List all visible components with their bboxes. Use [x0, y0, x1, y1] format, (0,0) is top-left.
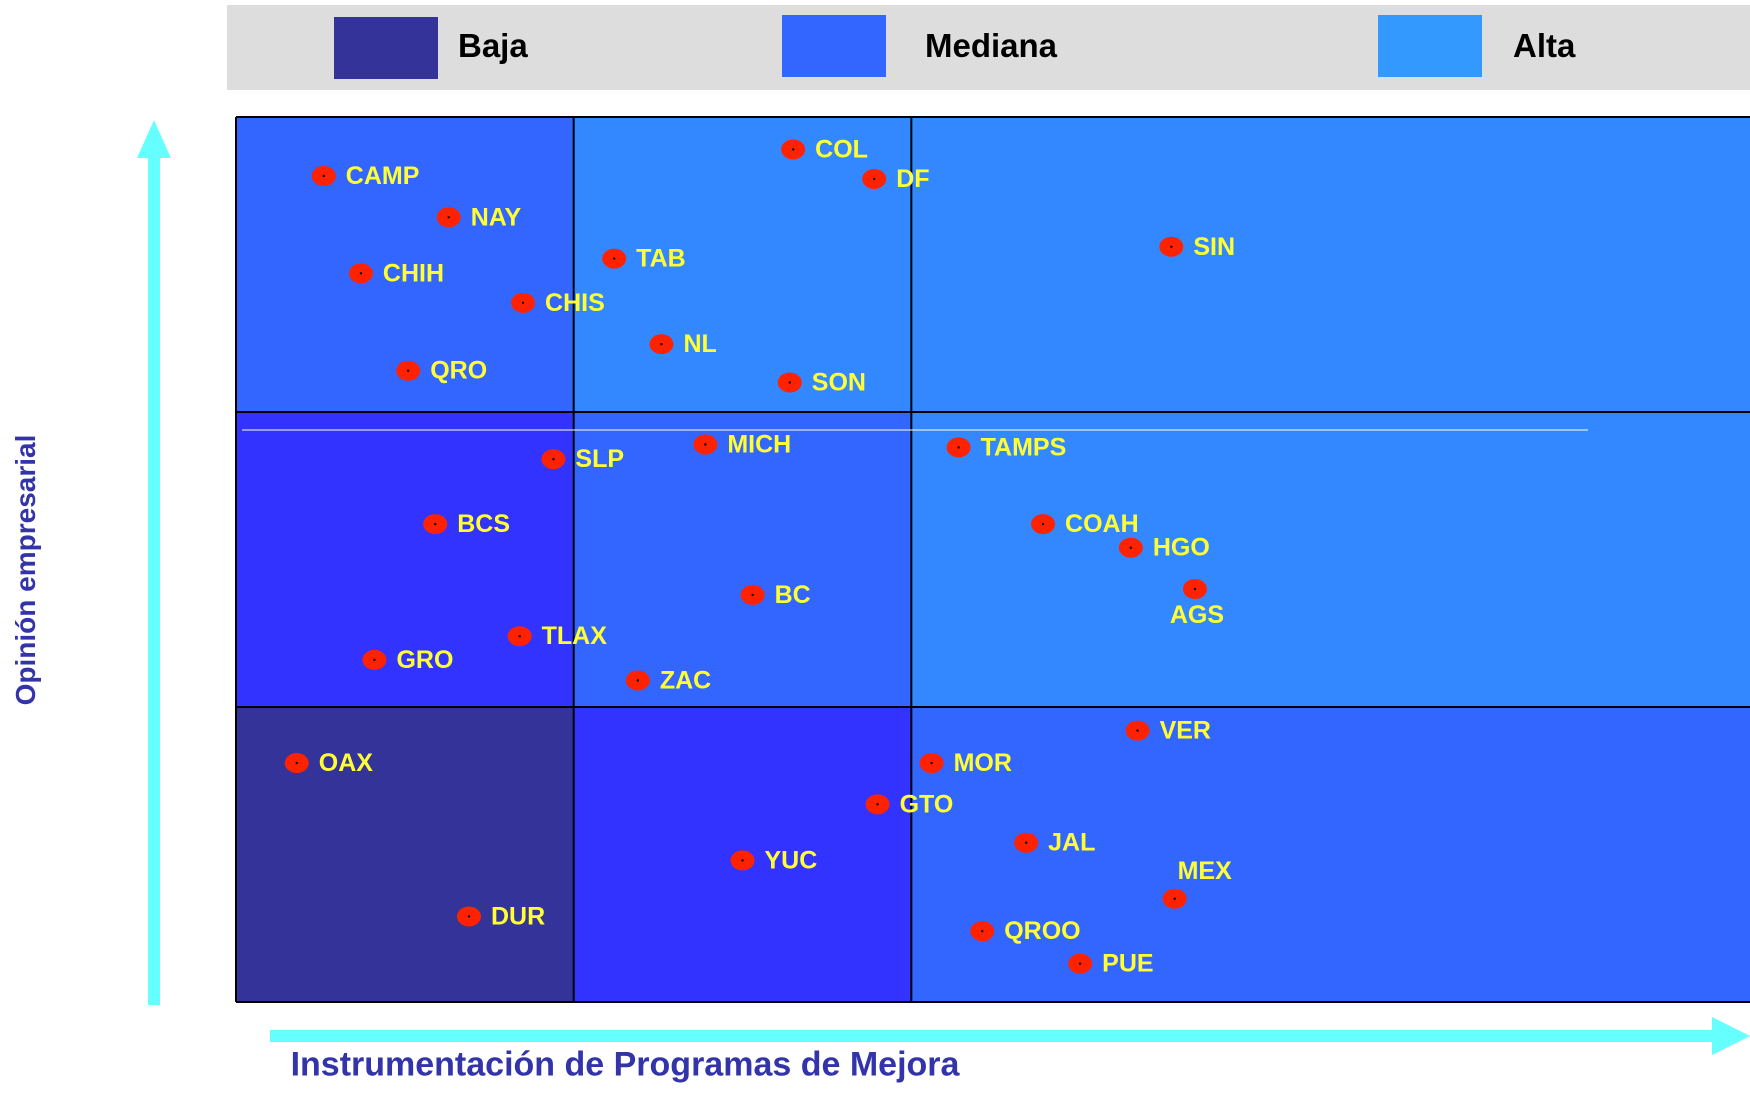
data-point-label: COL — [815, 135, 868, 163]
matrix-cells — [236, 117, 1750, 1002]
data-point-label: QRO — [430, 357, 487, 385]
matrix-cell — [911, 412, 1750, 707]
data-point-label: NL — [683, 330, 716, 358]
data-point-center — [447, 216, 450, 219]
data-point-center — [407, 369, 410, 372]
data-point-center — [521, 301, 525, 305]
axis-arrows — [137, 120, 1750, 1055]
data-point-label: GTO — [900, 790, 954, 818]
matrix-cell — [911, 117, 1750, 412]
data-point-label: AGS — [1170, 601, 1224, 629]
matrix-cell — [236, 707, 574, 1002]
data-point-center — [1078, 962, 1082, 965]
legend-bar: Baja Mediana Alta — [227, 5, 1750, 90]
data-point-center — [295, 761, 298, 765]
data-point-center — [518, 635, 521, 638]
x-axis-arrow-shaft — [270, 1030, 1718, 1042]
data-point-center — [552, 458, 555, 461]
data-point-center — [1024, 841, 1028, 844]
legend-label-mediana: Mediana — [925, 27, 1058, 64]
x-axis-title: Instrumentación de Programas de Mejora — [290, 1045, 960, 1084]
data-point-label: YUC — [765, 846, 818, 874]
data-point-center — [872, 177, 876, 181]
legend-swatch-baja — [334, 17, 438, 79]
data-point-label: QROO — [1004, 917, 1080, 945]
data-point-label: GRO — [396, 646, 453, 674]
data-point-center — [957, 446, 960, 449]
data-point-label: SON — [812, 369, 866, 397]
data-point-center — [636, 679, 640, 682]
data-point-label: TLAX — [542, 622, 608, 650]
y-axis-arrowhead — [137, 120, 171, 158]
data-point-center — [1170, 245, 1173, 248]
data-points: CAMP NAY CHIH CHIS QRO COL DF TAB NL SON SIN SLP MIC… — [284, 135, 1235, 978]
data-point-center — [322, 174, 325, 178]
data-point-label: SIN — [1193, 233, 1235, 261]
data-point-center — [467, 915, 471, 918]
data-point-label: DUR — [491, 902, 545, 930]
matrix-cell — [911, 707, 1750, 1002]
data-point-label: NAY — [471, 203, 522, 231]
data-point-center — [876, 803, 879, 806]
y-axis-arrow-shaft — [148, 155, 160, 1005]
data-point-center — [741, 859, 744, 862]
data-point-label: OAX — [319, 749, 374, 777]
data-point-center — [751, 593, 754, 597]
data-point-center — [612, 257, 616, 260]
legend-label-alta: Alta — [1513, 27, 1576, 64]
data-point-label: DF — [896, 165, 929, 193]
matrix-cell — [573, 117, 912, 412]
data-point-label: CHIH — [383, 259, 444, 287]
legend-label-baja: Baja — [458, 27, 528, 64]
data-point-label: BC — [775, 581, 811, 609]
data-point-label: PUE — [1102, 950, 1153, 978]
data-point-label: BCS — [457, 510, 510, 538]
data-point-center — [788, 381, 791, 384]
data-point-center — [1193, 587, 1197, 591]
data-point-center — [1173, 897, 1176, 900]
matrix-cell — [573, 412, 912, 707]
data-point-label: CAMP — [346, 162, 420, 190]
legend-swatch-mediana — [782, 15, 886, 77]
data-point-label: SLP — [575, 445, 624, 473]
data-point-label: MICH — [727, 430, 791, 458]
data-point-center — [704, 443, 707, 446]
data-point-center — [1136, 729, 1139, 732]
matrix-gridlines — [235, 116, 1750, 1003]
data-point-label: TAMPS — [981, 433, 1067, 461]
y-axis-title: Opinión empresarial — [10, 434, 41, 706]
data-point-center — [930, 761, 933, 765]
data-point-center — [359, 272, 363, 275]
data-point-center — [373, 658, 376, 661]
data-point-label: VER — [1160, 717, 1211, 745]
data-point-label: ZAC — [660, 666, 711, 694]
data-point-label: HGO — [1153, 534, 1210, 562]
matrix-cell — [236, 412, 574, 707]
data-point-center — [1041, 522, 1045, 526]
data-point-center — [660, 342, 663, 346]
data-point-label: JAL — [1048, 829, 1095, 857]
legend-swatch-alta — [1378, 15, 1482, 77]
data-point-label: MEX — [1178, 857, 1233, 885]
data-point-center — [791, 148, 795, 151]
data-point-label: COAH — [1065, 510, 1139, 538]
data-point-center — [1129, 546, 1133, 549]
data-point-center — [981, 930, 984, 933]
x-axis-arrowhead — [1712, 1017, 1750, 1055]
data-point-label: CHIS — [545, 289, 605, 317]
data-point-center — [434, 522, 437, 526]
data-point-label: TAB — [636, 245, 686, 273]
data-point-label: MOR — [954, 749, 1012, 777]
